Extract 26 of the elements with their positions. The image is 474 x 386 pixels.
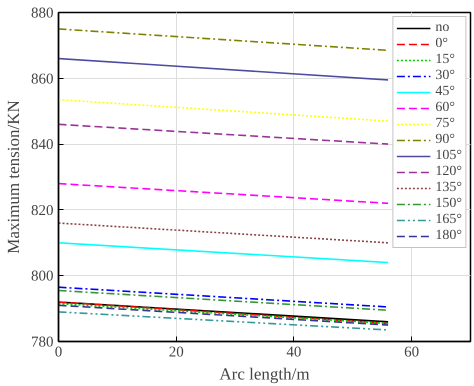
y-tick-label: 860 xyxy=(31,71,54,88)
x-tick-label: 40 xyxy=(286,344,302,360)
y-tick-label: 880 xyxy=(31,6,54,22)
legend-label: 120° xyxy=(435,164,462,180)
y-tick-label: 840 xyxy=(31,137,54,154)
legend-label: 135° xyxy=(435,180,462,196)
x-axis-title: Arc length/m xyxy=(219,364,310,384)
legend-label: no xyxy=(435,20,450,36)
legend-label: 90° xyxy=(435,132,456,148)
y-tick-label: 820 xyxy=(31,202,54,219)
legend-label: 150° xyxy=(435,196,462,212)
legend-label: 15° xyxy=(435,52,456,68)
legend-label: 0° xyxy=(435,36,449,52)
legend-label: 45° xyxy=(435,84,456,100)
legend-label: 30° xyxy=(435,68,456,84)
x-tick-label: 20 xyxy=(168,344,184,360)
legend-label: 75° xyxy=(435,116,456,132)
legend-label: 180° xyxy=(435,228,462,244)
y-axis-title: Maximum tension/KN xyxy=(4,100,23,254)
legend-label: 105° xyxy=(435,148,462,164)
y-tick-label: 800 xyxy=(31,268,54,285)
x-tick-label: 0 xyxy=(54,344,62,360)
legend-label: 60° xyxy=(435,100,456,116)
y-tick-label: 780 xyxy=(31,334,54,350)
x-tick-label: 60 xyxy=(404,344,420,360)
legend-label: 165° xyxy=(435,212,462,228)
